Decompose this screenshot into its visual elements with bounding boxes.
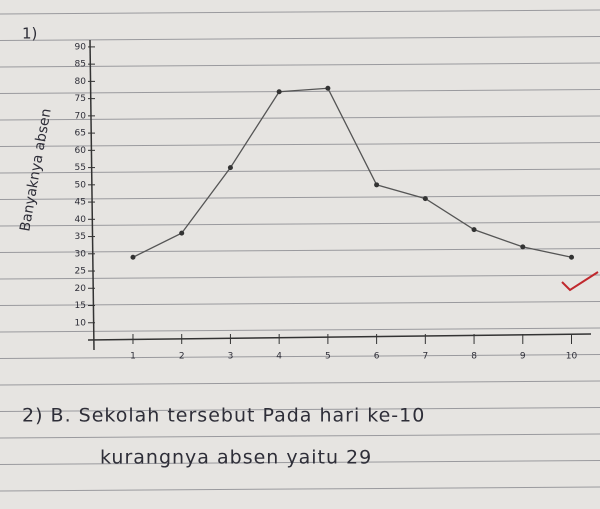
data-point [374,182,379,187]
data-point [228,165,233,170]
data-point [569,255,574,260]
y-tick-label: 20 [75,284,87,294]
data-point [423,196,428,201]
y-tick-label: 30 [75,249,87,259]
page: 1) Banyaknya absen 2) B. Sekolah tersebu… [0,0,600,509]
y-tick-label: 35 [75,232,86,242]
data-point [179,231,184,236]
x-tick-label: 7 [422,352,428,362]
y-tick-label: 15 [75,301,86,311]
x-tick-label: 5 [325,352,331,362]
y-tick-label: 75 [75,94,86,104]
x-tick-label: 8 [471,352,477,362]
y-tick-label: 55 [75,163,86,173]
y-tick-label: 45 [75,198,86,208]
note: 2) B. Sekolah tersebut Pada hari ke-10 [22,405,425,427]
x-tick-label: 1 [130,352,136,362]
x-tick-label: 6 [374,352,380,362]
data-point [277,89,282,94]
y-tick-label: 50 [75,180,87,190]
y-tick-label: 65 [75,129,86,139]
data-point [472,227,477,232]
y-tick-label: 40 [75,215,87,225]
chart-title: 1) [22,25,37,43]
y-tick-label: 60 [75,146,87,156]
data-point [130,255,135,260]
y-tick-label: 10 [75,318,87,328]
y-tick-label: 90 [75,42,87,52]
x-tick-label: 10 [566,352,578,362]
data-point [520,244,525,249]
y-tick-label: 70 [75,111,87,121]
x-tick-label: 4 [276,352,282,362]
x-tick-label: 3 [228,352,234,362]
data-point [325,86,330,91]
y-tick-label: 25 [75,267,86,277]
chart: 1) Banyaknya absen 2) B. Sekolah tersebu… [0,0,600,509]
y-tick-label: 85 [75,60,86,70]
y-tick-label: 80 [75,77,87,87]
x-tick-label: 9 [520,352,526,362]
note: kurangnya absen yaitu 29 [100,447,372,469]
x-tick-label: 2 [179,352,185,362]
